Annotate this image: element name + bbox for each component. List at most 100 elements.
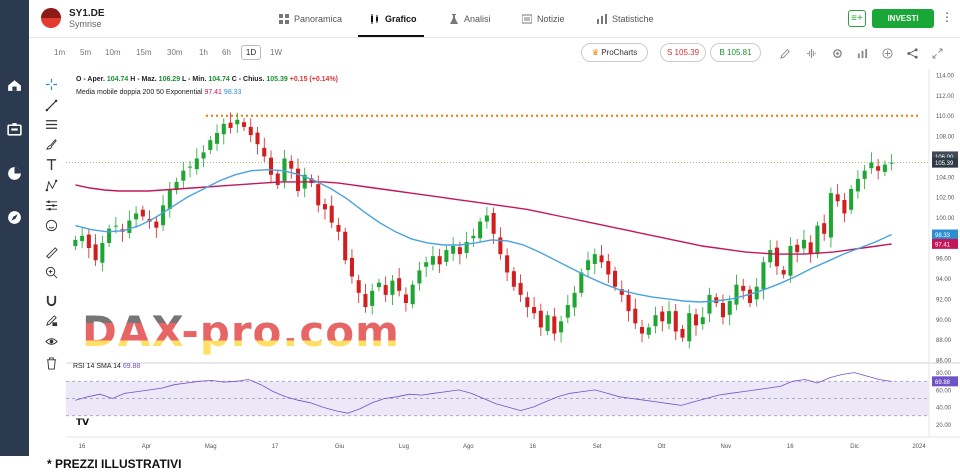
left-sidebar <box>0 0 29 456</box>
rsi-title: RSI 14 SMA 14 <box>73 363 121 370</box>
news-icon <box>522 14 532 24</box>
rsi-tick-label: 80.00 <box>936 371 952 377</box>
pencil-icon[interactable] <box>780 48 791 59</box>
time-tick-label: Set <box>593 444 602 450</box>
ruler-icon[interactable] <box>45 246 58 259</box>
candle-body <box>107 228 112 243</box>
time-tick-label: Ago <box>463 444 474 450</box>
candle-body <box>673 311 678 332</box>
home-icon[interactable] <box>6 77 23 94</box>
candle-body <box>113 225 118 227</box>
emoji-icon[interactable] <box>45 219 58 232</box>
fib-icon[interactable] <box>45 118 58 131</box>
bars-icon[interactable] <box>857 48 868 59</box>
candle-body <box>538 310 543 328</box>
candle-body <box>410 284 415 305</box>
measure-icon[interactable] <box>45 199 58 212</box>
ohlc-legend: O - Aper. 104.74 H - Maz. 106.29 L - Min… <box>76 76 339 83</box>
candle-body <box>781 270 786 275</box>
timeframe-6h[interactable]: 6h <box>222 48 231 57</box>
trash-icon[interactable] <box>45 357 58 370</box>
candle-body <box>619 289 624 295</box>
timeframe-30m[interactable]: 30m <box>167 48 183 57</box>
candle-body <box>268 157 274 175</box>
rsi-line <box>75 372 892 414</box>
zoom-in-icon[interactable] <box>45 266 58 279</box>
tab-news[interactable]: Notizie <box>522 12 565 26</box>
candle-body <box>86 234 91 249</box>
candle-body <box>370 290 375 306</box>
timeframe-10m[interactable]: 10m <box>105 48 121 57</box>
procharts-button[interactable]: ♛ ProCharts <box>581 43 648 62</box>
candle-body <box>336 225 341 232</box>
candle-body <box>457 247 462 255</box>
candle-body <box>484 215 489 222</box>
ma200-value: 97.41 <box>204 89 222 96</box>
candle-body <box>822 223 827 234</box>
magnet-icon[interactable] <box>45 294 58 307</box>
rsi-label-box <box>932 376 958 387</box>
candle-body <box>518 283 523 295</box>
candle-body <box>262 147 267 157</box>
tab-overview[interactable]: Panoramica <box>279 12 342 26</box>
pattern-icon[interactable] <box>45 179 58 192</box>
text-icon[interactable] <box>45 158 58 171</box>
add-to-list-button[interactable]: ≡+ <box>848 10 866 27</box>
plus-icon[interactable] <box>882 48 893 59</box>
sell-button[interactable]: S 105.39 <box>660 43 706 62</box>
instrument-name: Symrise <box>69 19 102 29</box>
lock-draw-icon[interactable] <box>45 314 58 327</box>
candle-body <box>511 271 516 287</box>
time-tick-label: Nov <box>721 444 732 450</box>
candle-body <box>876 166 881 171</box>
tab-stats[interactable]: Statistiche <box>597 12 654 26</box>
invest-button[interactable]: INVESTI <box>872 9 934 28</box>
pie-chart-icon[interactable] <box>6 165 23 182</box>
price-tick-label: 102.00 <box>936 196 955 202</box>
candle-body <box>397 278 402 291</box>
symrise-logo <box>41 8 61 28</box>
price-tick-label: 112.00 <box>936 94 955 100</box>
trendline-icon[interactable] <box>45 99 58 112</box>
price-label-text: 105.39 <box>935 161 954 167</box>
ma50-line <box>75 168 892 303</box>
tab-analysis[interactable]: Analisi <box>449 12 491 26</box>
timeframe-1h[interactable]: 1h <box>199 48 208 57</box>
settings-icon[interactable] <box>832 48 843 59</box>
crosshair-icon[interactable] <box>45 78 58 91</box>
watermark: DAX-pro.com <box>82 305 400 359</box>
timeframe-1w[interactable]: 1W <box>270 48 282 57</box>
candle-body <box>828 193 833 238</box>
discover-icon[interactable] <box>6 209 23 226</box>
eye-icon[interactable] <box>45 335 58 348</box>
candle-body <box>471 235 476 239</box>
price-tick-label: 110.00 <box>936 114 955 120</box>
candle-body <box>73 239 78 246</box>
expand-icon[interactable] <box>932 48 943 59</box>
timeframe-5m[interactable]: 5m <box>80 48 92 57</box>
flask-icon <box>450 14 458 24</box>
share-icon[interactable] <box>907 48 918 59</box>
brush-icon[interactable] <box>45 138 58 151</box>
timeframe-15m[interactable]: 15m <box>136 48 152 57</box>
timeframe-1d[interactable]: 1D <box>241 45 261 60</box>
buy-button[interactable]: B 105.81 <box>710 43 761 62</box>
price-label-text: 97.41 <box>935 242 951 248</box>
candle-body <box>478 221 483 239</box>
price-tick-label: 88.00 <box>936 338 952 344</box>
candle-body <box>208 140 213 150</box>
portfolio-icon[interactable] <box>6 121 23 138</box>
candle-body <box>329 205 334 223</box>
candle-body <box>862 170 867 179</box>
top-bar: SY1.DE Symrise Panoramica Grafico Analis… <box>29 0 960 38</box>
price-chart[interactable]: 114.00112.00110.00108.00106.00104.00102.… <box>66 69 960 456</box>
timeframe-1m[interactable]: 1m <box>54 48 66 57</box>
chart-canvas[interactable]: 114.00112.00110.00108.00106.00104.00102.… <box>66 69 960 456</box>
candle-body <box>849 189 854 210</box>
candle-body <box>464 241 469 253</box>
waveform-icon[interactable] <box>806 48 817 59</box>
kebab-icon[interactable]: ⋮ <box>941 10 953 24</box>
rsi-legend: RSI 14 SMA 14 69.88 <box>73 363 140 370</box>
tab-chart[interactable]: Grafico <box>370 12 417 26</box>
candle-body <box>161 205 166 226</box>
